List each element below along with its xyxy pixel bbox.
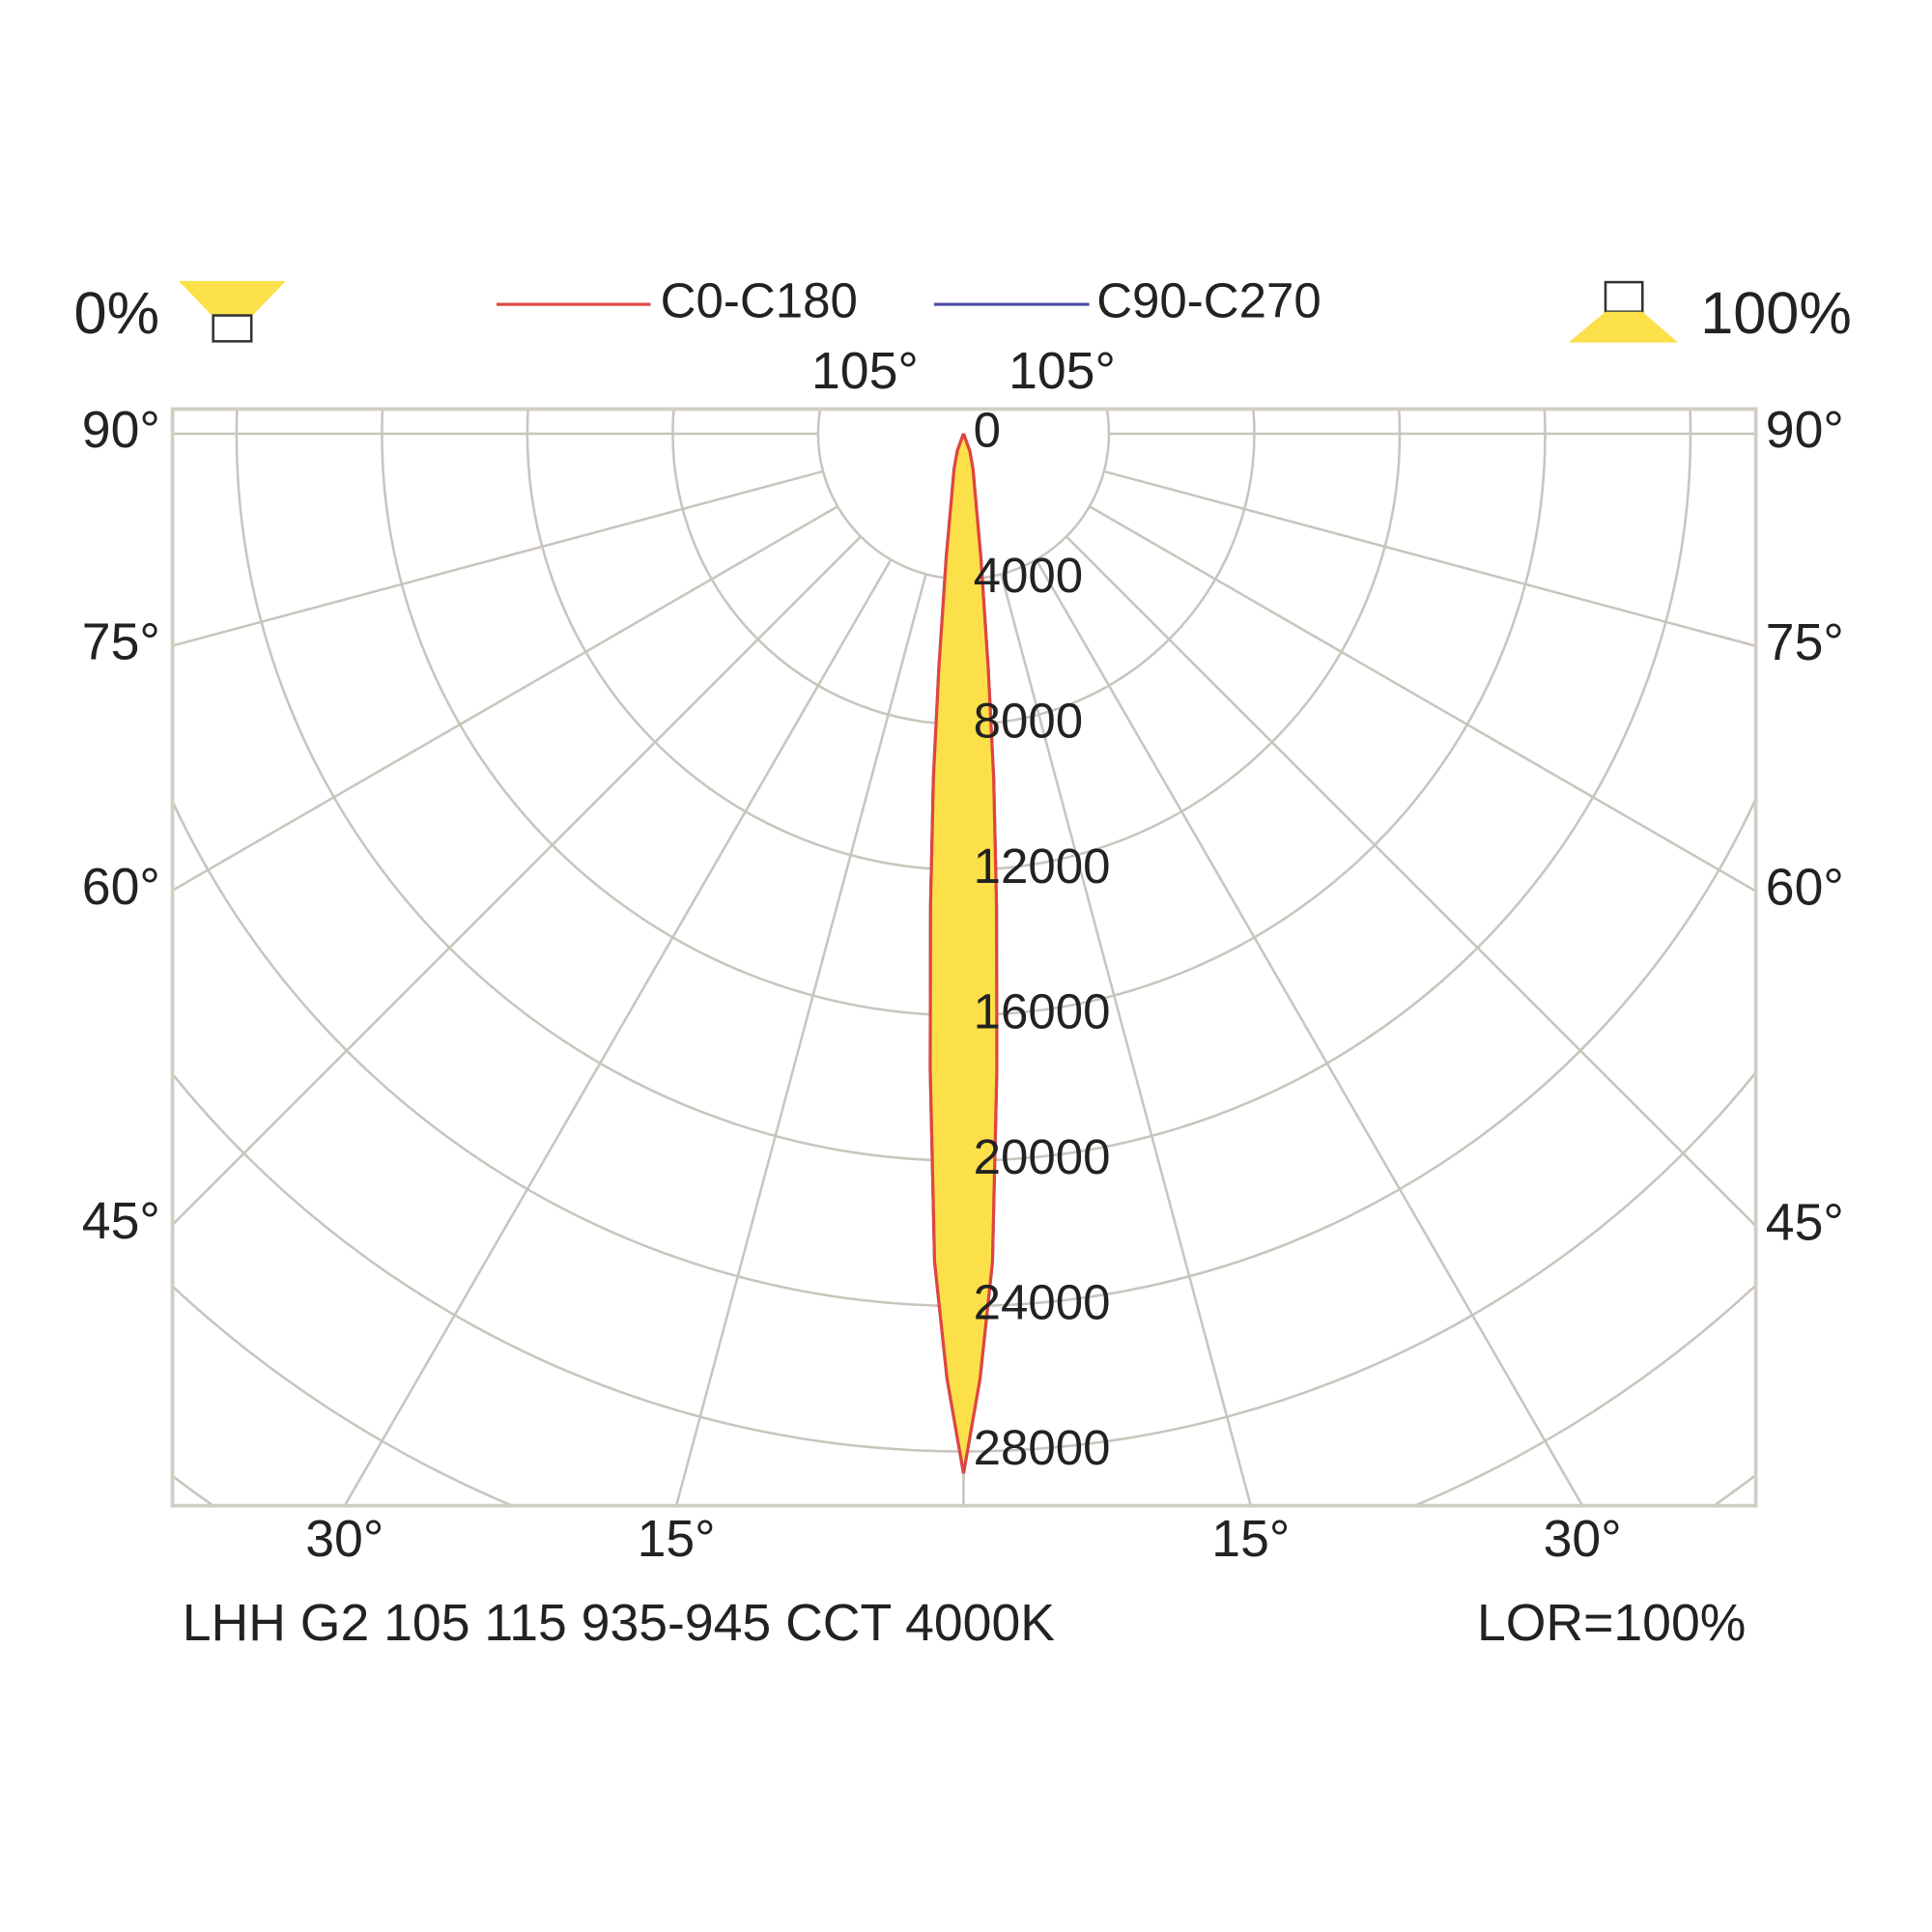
angle-tick-label: 90° bbox=[82, 402, 160, 459]
angle-tick-label: 45° bbox=[1766, 1194, 1844, 1251]
grid-radial-line bbox=[1035, 558, 1584, 1506]
r-tick-label: 12000 bbox=[974, 838, 1111, 894]
beam-curve bbox=[961, 433, 999, 1474]
grid-radial-line bbox=[172, 469, 824, 647]
upward-icon bbox=[178, 280, 286, 316]
r-tick-label: 20000 bbox=[974, 1129, 1111, 1184]
grid-radial-line bbox=[674, 574, 927, 1506]
angle-tick-label: 75° bbox=[1766, 614, 1844, 671]
grid-radial-line bbox=[1089, 505, 1756, 893]
r-tick-label: 28000 bbox=[974, 1420, 1111, 1475]
beam-curve bbox=[928, 433, 966, 1474]
grid-radial-line bbox=[343, 558, 893, 1506]
angle-tick-label: 90° bbox=[1766, 402, 1844, 459]
grid-radial-line bbox=[1065, 535, 1756, 1228]
angle-tick-label: 45° bbox=[82, 1193, 160, 1250]
r-tick-label: 24000 bbox=[974, 1275, 1111, 1330]
upward-icon-box bbox=[212, 314, 253, 343]
grid-radial-line bbox=[172, 535, 862, 1226]
angle-tick-label: 105° bbox=[1009, 343, 1116, 400]
footer-right: LOR=100% bbox=[1477, 1595, 1746, 1652]
grid-radial-line bbox=[172, 505, 838, 892]
grid-radial-line bbox=[1000, 574, 1253, 1506]
angle-tick-label: 75° bbox=[82, 614, 160, 671]
legend-label: C0-C180 bbox=[661, 273, 858, 328]
angle-tick-label: 15° bbox=[638, 1511, 716, 1568]
frame bbox=[170, 407, 1758, 1508]
angle-tick-label: 105° bbox=[811, 343, 919, 400]
r-tick-label: 0 bbox=[974, 402, 1001, 457]
downward-icon-box bbox=[1604, 280, 1644, 313]
r-tick-label: 8000 bbox=[974, 693, 1084, 748]
angle-tick-label: 60° bbox=[82, 859, 160, 916]
labels: 0 4000 8000 12000 16000 20000 24000 28000 15° 15°… bbox=[82, 343, 1844, 1568]
curves bbox=[928, 433, 999, 1474]
angle-tick-label: 60° bbox=[1766, 860, 1844, 917]
downward-flux-label: 100% bbox=[1700, 280, 1852, 346]
legend-label: C90-C270 bbox=[1096, 273, 1321, 328]
angle-tick-label: 15° bbox=[1211, 1511, 1290, 1568]
angle-tick-label: 30° bbox=[1544, 1511, 1622, 1568]
upward-flux-label: 0% bbox=[74, 280, 159, 346]
r-tick-label: 4000 bbox=[974, 548, 1084, 603]
footer-left: LHH G2 105 115 935-945 CCT 4000K bbox=[183, 1595, 1055, 1652]
grid-radial-line bbox=[1103, 469, 1756, 647]
angle-tick-label: 30° bbox=[305, 1511, 384, 1568]
downward-icon bbox=[1568, 311, 1679, 343]
r-tick-label: 16000 bbox=[974, 984, 1111, 1039]
